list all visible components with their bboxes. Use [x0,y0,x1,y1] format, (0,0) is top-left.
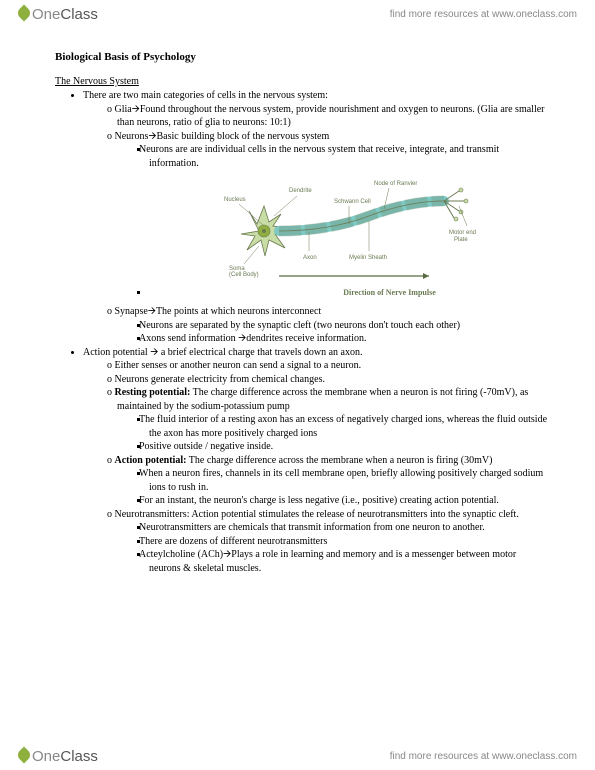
text: The charge difference across the membran… [186,455,492,466]
list-item: Neurons🡪Basic building block of the nerv… [107,130,550,299]
text: Neurotransmitters are chemicals that tra… [139,522,485,533]
page-title: Biological Basis of Psychology [55,50,550,65]
footer: OneClass find more resources at www.onec… [0,742,595,770]
text: There are two main categories of cells i… [83,90,328,101]
svg-text:Myelin Sheath: Myelin Sheath [349,255,387,261]
label: Action potential: [115,455,187,466]
logo-part2: Class [60,6,98,23]
list-item: There are dozens of different neurotrans… [149,535,550,549]
list-item: Neurons generate electricity from chemic… [107,373,550,387]
text: Either senses or another neuron can send… [115,360,362,371]
diagram-caption: Direction of Nerve Impulse [239,288,550,299]
text: Neurons are are individual cells in the … [139,144,499,169]
svg-text:Node of Ranvier: Node of Ranvier [374,181,417,187]
text: Synapse🡪The points at which neurons inte… [115,306,322,317]
footer-link[interactable]: find more resources at www.oneclass.com [390,751,577,762]
logo-part1: One [32,6,60,23]
leaf-icon [16,746,33,763]
main-list: There are two main categories of cells i… [55,89,550,575]
logo: OneClass [18,6,98,23]
neuron-svg: Nucleus Dendrite Node of Ranvier Schwann Ce… [219,176,479,286]
svg-text:Plate: Plate [454,237,468,243]
svg-text:Axon: Axon [303,255,317,261]
text: Axons send information 🡪dendrites receiv… [139,333,367,344]
svg-text:Dendrite: Dendrite [289,188,312,194]
list-item: Neurotransmitters: Action potential stim… [107,508,550,576]
text: Neurons🡪Basic building block of the nerv… [115,131,330,142]
text: The fluid interior of a resting axon has… [139,414,547,439]
list-item: Glia🡪Found throughout the nervous system… [107,103,550,130]
leaf-icon [16,4,33,21]
svg-text:Motor end: Motor end [449,230,476,236]
text: Neurons are separated by the synaptic cl… [139,320,460,331]
label: Resting potential: [115,387,191,398]
logo: OneClass [18,748,98,765]
list-item: Positive outside / negative inside. [149,440,550,454]
text: Glia🡪Found throughout the nervous system… [115,104,545,129]
svg-text:Nucleus: Nucleus [224,197,246,203]
document-content: Biological Basis of Psychology The Nervo… [55,50,550,575]
list-item: For an instant, the neuron's charge is l… [149,494,550,508]
header-link[interactable]: find more resources at www.oneclass.com [390,9,577,20]
list-item: Either senses or another neuron can send… [107,359,550,373]
header: OneClass find more resources at www.onec… [0,0,595,28]
text: Action potential 🡪 a brief electrical ch… [83,347,363,358]
text: Neurons generate electricity from chemic… [115,374,325,385]
text: There are dozens of different neurotrans… [139,536,327,547]
section-heading: The Nervous System [55,75,550,89]
logo-part1: One [32,748,60,765]
list-item: Neurons are separated by the synaptic cl… [149,319,550,333]
neuron-diagram: Nucleus Dendrite Node of Ranvier Schwann Ce… [219,176,550,299]
list-item: Action potential 🡪 a brief electrical ch… [83,346,550,576]
text: Positive outside / negative inside. [139,441,273,452]
text: For an instant, the neuron's charge is l… [139,495,499,506]
list-item: Neurons are are individual cells in the … [149,143,550,170]
list-item: Neurotransmitters are chemicals that tra… [149,521,550,535]
list-item: Acteylcholine (ACh)🡪Plays a role in lear… [149,548,550,575]
list-item: Axons send information 🡪dendrites receiv… [149,332,550,346]
list-item: Nucleus Dendrite Node of Ranvier Schwann Ce… [149,176,550,299]
svg-text:(Cell Body): (Cell Body) [229,272,259,278]
list-item: Resting potential: The charge difference… [107,386,550,454]
text: Neurotransmitters: Action potential stim… [115,509,519,520]
list-item: There are two main categories of cells i… [83,89,550,345]
list-item: When a neuron fires, channels in its cel… [149,467,550,494]
list-item: Action potential: The charge difference … [107,454,550,508]
logo-part2: Class [60,748,98,765]
text: Acteylcholine (ACh)🡪Plays a role in lear… [139,549,516,574]
list-item: The fluid interior of a resting axon has… [149,413,550,440]
list-item: Synapse🡪The points at which neurons inte… [107,305,550,346]
svg-text:Schwann Cell: Schwann Cell [334,199,371,205]
text: When a neuron fires, channels in its cel… [139,468,543,493]
